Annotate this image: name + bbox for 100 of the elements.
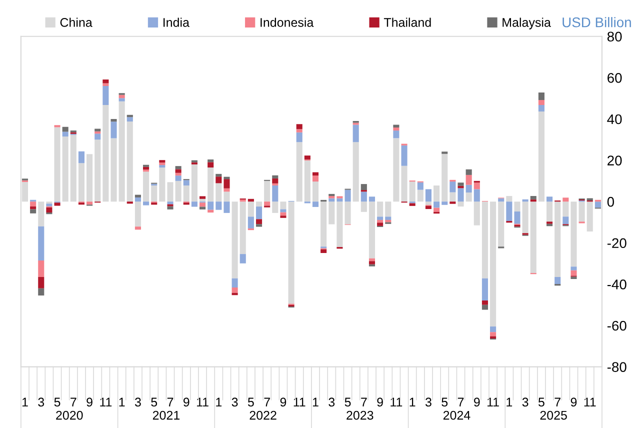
bar (200, 202, 206, 207)
bar (86, 154, 93, 202)
bar (38, 260, 44, 277)
bar (118, 101, 125, 202)
bar (538, 104, 544, 112)
bar (134, 197, 141, 202)
bar (377, 216, 384, 220)
bar (256, 206, 262, 220)
x-tick-label: 9 (570, 398, 577, 407)
bar (272, 178, 278, 184)
bar (62, 136, 68, 202)
bar (360, 202, 367, 212)
legend-label: Indonesia (260, 18, 314, 27)
bar (288, 202, 294, 304)
bar (385, 216, 392, 220)
x-tick-label: 1 (410, 398, 416, 406)
bar (62, 132, 68, 137)
x-tick-label: 3 (522, 398, 528, 407)
x-tick-label: 11 (196, 398, 208, 406)
bar (46, 207, 52, 213)
bar (159, 165, 166, 168)
x-tick-label: 3 (232, 398, 238, 407)
bar (546, 196, 553, 202)
bar (352, 124, 359, 142)
bar (466, 174, 472, 185)
bar (54, 202, 60, 206)
text: 2020 (56, 410, 83, 420)
x-tick-label: 7 (361, 398, 367, 406)
bar (232, 278, 238, 288)
bar (466, 192, 472, 202)
bar (159, 162, 166, 166)
x-tick-label: 7 (70, 398, 76, 406)
bar (110, 118, 117, 122)
bar (256, 202, 262, 207)
x-tick-label: 7 (458, 398, 464, 406)
bar (110, 122, 117, 138)
bar (134, 194, 141, 198)
bar (344, 202, 351, 224)
bar (522, 202, 528, 234)
bar (450, 182, 456, 192)
bar (296, 124, 302, 130)
bar (425, 189, 432, 202)
x-tick-label: 1 (22, 398, 28, 406)
bar (570, 270, 577, 276)
bar (272, 175, 278, 178)
bar (490, 202, 496, 327)
bar (232, 202, 238, 278)
bar (570, 202, 577, 267)
bar (312, 182, 319, 202)
bar (554, 276, 561, 284)
bar (280, 212, 286, 216)
bar (272, 185, 278, 202)
bar (248, 198, 254, 202)
bar (498, 198, 504, 202)
bar (368, 196, 376, 202)
x-tick-label: 11 (294, 398, 306, 406)
bar (506, 196, 512, 202)
bar (401, 145, 408, 166)
bar (434, 202, 440, 208)
y-tick-label: 40 (607, 114, 622, 124)
bar (458, 202, 464, 207)
bar (328, 194, 335, 196)
bar (102, 80, 109, 84)
x-tick-label: 9 (474, 398, 480, 407)
x-tick-label: 7 (264, 398, 270, 406)
bar (385, 202, 392, 217)
bar (393, 124, 400, 128)
bar (38, 202, 44, 226)
y-tick-label: -40 (607, 280, 626, 290)
text: 2021 (152, 410, 180, 420)
bar (336, 202, 343, 248)
bar (224, 202, 230, 213)
legend-label: Malaysia (502, 18, 551, 30)
bar (417, 182, 424, 190)
bar (393, 127, 400, 131)
bar (514, 212, 520, 224)
bar (506, 202, 512, 221)
bar (490, 336, 496, 339)
bar (102, 86, 109, 105)
bar (594, 202, 601, 208)
bar (248, 216, 254, 228)
bar (102, 104, 109, 202)
bar (466, 184, 472, 192)
y-tick-label: 60 (608, 73, 622, 83)
bar (562, 198, 569, 202)
x-tick-label: 11 (390, 398, 402, 406)
x-tick-label: 7 (167, 398, 174, 406)
bar (143, 202, 150, 206)
bar (240, 254, 246, 264)
bar (216, 183, 222, 202)
bar (240, 202, 246, 254)
bar (482, 278, 488, 301)
bar (175, 176, 182, 181)
bar (70, 134, 76, 202)
bar (46, 204, 52, 206)
bar (208, 168, 214, 202)
x-tick-label: 1 (119, 398, 125, 406)
bar (191, 164, 198, 202)
bar (143, 166, 150, 170)
bar (578, 202, 585, 222)
